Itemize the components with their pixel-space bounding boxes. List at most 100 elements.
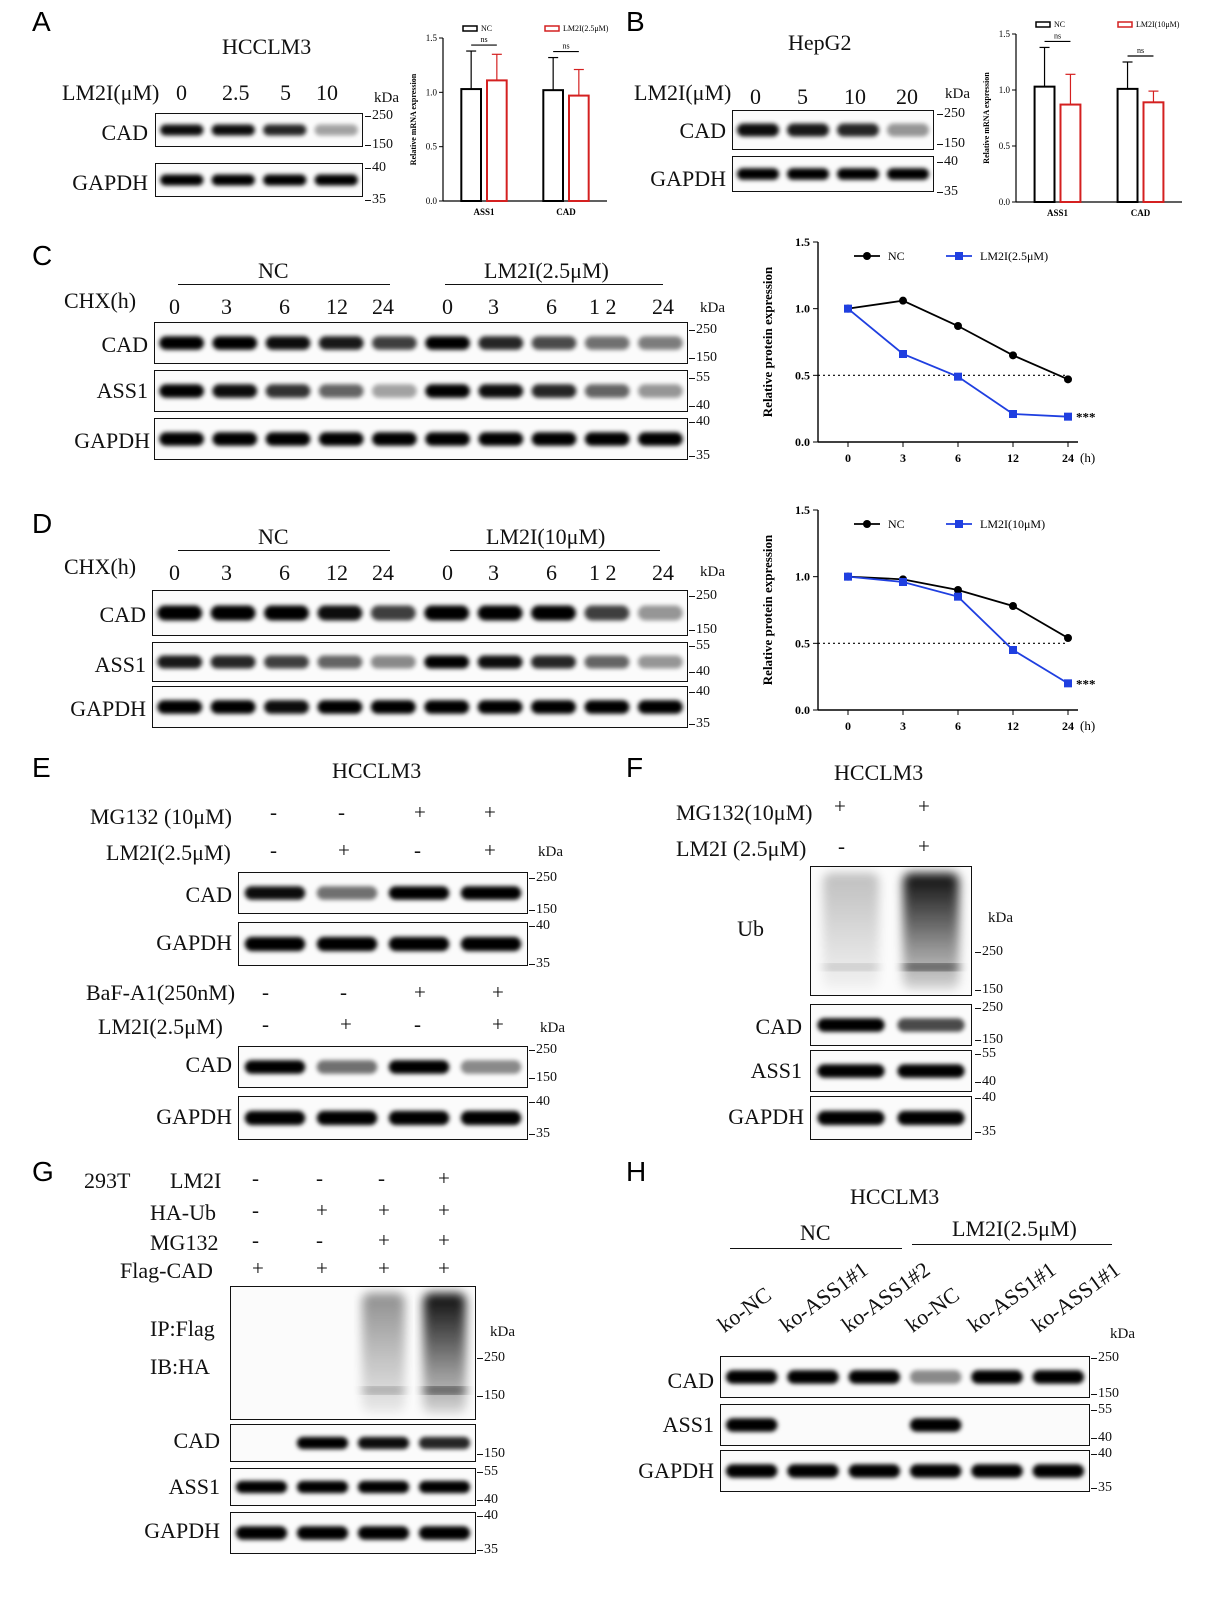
protein-band xyxy=(637,700,683,714)
data-point xyxy=(954,372,962,381)
sign: + xyxy=(316,1198,328,1222)
protein-band xyxy=(725,1370,778,1384)
marker-label: 150 xyxy=(1091,1386,1119,1401)
protein-band xyxy=(160,174,204,186)
protein-band xyxy=(848,1464,901,1478)
protein-band xyxy=(157,655,203,669)
bar xyxy=(1033,85,1056,203)
data-point xyxy=(954,586,962,594)
row-label: CAD xyxy=(101,120,148,145)
significance-label: ns xyxy=(1137,46,1144,55)
western-blot-band-image xyxy=(238,1096,528,1140)
sign: - xyxy=(270,838,277,862)
ip-label: IP:Flag xyxy=(150,1316,215,1341)
blot-svg xyxy=(725,1464,1085,1478)
protein-band xyxy=(235,1480,288,1494)
y-axis-label: Relative protein expression xyxy=(760,534,775,685)
treatment-label: LM2I (2.5μM) xyxy=(676,836,807,861)
dose-label: 2.5 xyxy=(222,80,250,105)
blot-svg xyxy=(157,700,683,714)
marker-label: 40 xyxy=(1091,1430,1112,1445)
kda-label: kDa xyxy=(374,90,399,106)
marker-label: 35 xyxy=(1091,1480,1112,1495)
protein-band xyxy=(478,432,524,446)
protein-band xyxy=(296,1480,349,1494)
western-blot-band-image xyxy=(238,922,528,966)
protein-band xyxy=(477,700,523,714)
marker-label: 40 xyxy=(477,1492,498,1507)
time-label: 24 xyxy=(652,294,674,319)
protein-band xyxy=(531,384,577,398)
protein-band xyxy=(837,168,879,180)
blot-svg xyxy=(159,336,683,350)
marker-label: 40 xyxy=(689,664,710,679)
protein-band xyxy=(887,168,929,180)
protein-band xyxy=(357,1480,410,1494)
marker-label: 35 xyxy=(529,956,550,971)
series-line xyxy=(847,299,1069,381)
western-blot-band-image xyxy=(155,163,363,197)
protein-band xyxy=(817,1110,885,1126)
marker-label: 40 xyxy=(689,398,710,413)
x-tick-label: 12 xyxy=(1007,451,1019,465)
panel-letter: A xyxy=(32,6,51,37)
protein-band xyxy=(318,432,364,446)
data-point xyxy=(1009,602,1017,610)
protein-band xyxy=(848,1370,901,1384)
western-blot-band-image xyxy=(230,1468,476,1506)
dose-label: 0 xyxy=(176,80,187,105)
protein-band xyxy=(725,1464,778,1478)
protein-band xyxy=(388,886,450,900)
marker-label: 35 xyxy=(937,184,958,199)
y-tick-label: 1.0 xyxy=(426,87,438,97)
x-tick-label: CAD xyxy=(556,207,576,217)
protein-band xyxy=(357,1436,410,1450)
legend-label: NC xyxy=(481,24,492,33)
protein-band xyxy=(317,605,363,621)
row-label: GAPDH xyxy=(74,428,150,453)
marker-label: 250 xyxy=(975,1000,1003,1015)
blot-svg xyxy=(157,655,683,669)
sign: + xyxy=(378,1256,390,1280)
protein-band xyxy=(637,655,683,669)
protein-band xyxy=(235,1526,288,1540)
protein-band xyxy=(638,336,683,350)
marker-label: 150 xyxy=(477,1446,505,1461)
marker-label: 40 xyxy=(365,160,386,175)
legend-label: LM2I(2.5μM) xyxy=(980,249,1048,263)
protein-band xyxy=(737,123,779,137)
legend-swatch xyxy=(1035,21,1051,28)
marker-label: 55 xyxy=(477,1464,498,1479)
blot-svg xyxy=(160,174,358,186)
group-label: NC xyxy=(258,524,289,549)
protein-band xyxy=(244,936,306,952)
row-label: ASS1 xyxy=(662,1412,714,1437)
protein-band xyxy=(478,336,524,350)
y-tick-label: 0.5 xyxy=(426,142,438,152)
ubiquitin-smear-image xyxy=(230,1286,476,1420)
x-tick-label: 6 xyxy=(955,451,961,465)
bar xyxy=(1142,101,1165,203)
protein-band xyxy=(478,384,524,398)
marker-label: 150 xyxy=(365,137,393,152)
group-label: LM2I(2.5μM) xyxy=(952,1216,1077,1241)
dose-label: 10 xyxy=(844,84,866,109)
western-blot-band-image xyxy=(152,590,688,636)
data-point xyxy=(954,322,962,330)
blot-svg xyxy=(159,432,683,446)
x-unit-label: (h) xyxy=(1080,718,1095,733)
time-label: 3 xyxy=(488,294,499,319)
mrna-bar-chart-b: 0.0 0.5 1.0 1.5 Relative mRNA expression ns AS… xyxy=(978,18,1190,228)
protein-band xyxy=(160,124,204,136)
marker-label: 40 xyxy=(529,918,550,933)
chx-label: CHX(h) xyxy=(64,288,137,313)
blot-title: HCCLM3 xyxy=(834,760,924,785)
y-tick-label: 1.5 xyxy=(426,33,438,43)
dose-label: 5 xyxy=(280,80,291,105)
protein-band xyxy=(244,1060,306,1074)
time-label: 12 xyxy=(326,560,348,585)
legend-swatch xyxy=(462,25,478,32)
marker-label: 150 xyxy=(689,622,717,637)
time-label: 6 xyxy=(546,294,557,319)
protein-band xyxy=(212,336,258,350)
